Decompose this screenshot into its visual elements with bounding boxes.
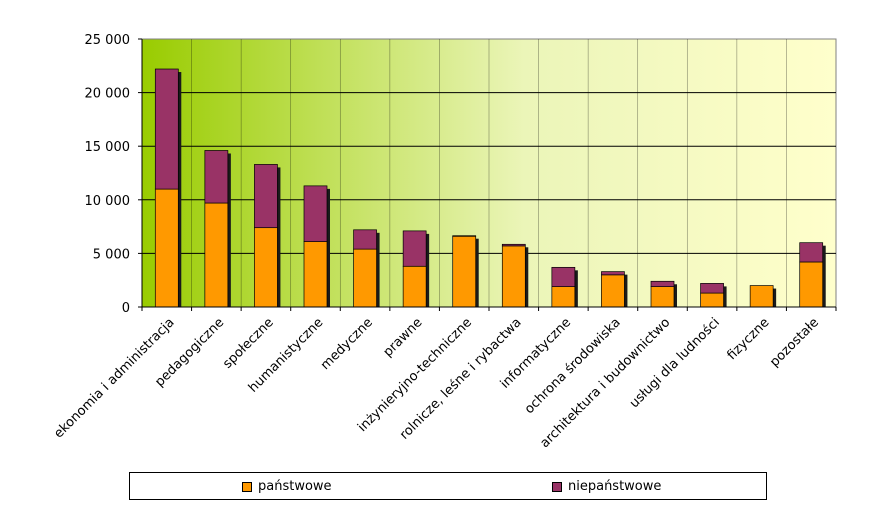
bar-segment-niepanstwowe (254, 164, 278, 229)
bar-segment-panstwowe (254, 227, 278, 308)
bar-segment-niepanstwowe (601, 271, 625, 276)
x-tick-label: prawne (381, 315, 426, 360)
y-tick-label: 15 000 (85, 140, 131, 155)
legend: państwowe niepaństwowe (129, 472, 767, 500)
y-tick-label: 20 000 (85, 87, 131, 102)
bar-segment-niepanstwowe (452, 235, 477, 237)
legend-label: niepaństwowe (568, 479, 662, 494)
bar-segment-panstwowe (154, 188, 179, 308)
axes (138, 38, 837, 311)
x-tick-label: usługi dla ludności (627, 315, 723, 411)
bar-segment-panstwowe (303, 241, 328, 308)
legend-label: państwowe (258, 479, 332, 494)
bars (154, 68, 826, 308)
bar-segment-panstwowe (402, 265, 427, 308)
bar-segment-panstwowe (650, 286, 675, 308)
x-tick-label: pozostałe (767, 315, 822, 370)
y-tick-label: 5 000 (93, 247, 130, 262)
y-tick-label: 10 000 (85, 194, 131, 209)
x-tick-label: fizyczne (724, 315, 772, 363)
bar-segment-niepanstwowe (353, 229, 377, 250)
bar-segment-panstwowe (501, 245, 526, 308)
bar-segment-panstwowe (749, 285, 774, 308)
bar-segment-panstwowe (799, 261, 824, 308)
bar-segment-niepanstwowe (650, 280, 675, 287)
bar-segment-niepanstwowe (303, 185, 328, 242)
bar-segment-niepanstwowe (154, 68, 179, 190)
bar-segment-niepanstwowe (402, 230, 427, 267)
bar-segment-panstwowe (551, 286, 576, 308)
legend-swatch (242, 481, 252, 492)
bar-segment-niepanstwowe (551, 266, 576, 287)
bar-segment-panstwowe (601, 274, 625, 308)
bar-segment-panstwowe (353, 248, 377, 308)
bar-segment-niepanstwowe (700, 283, 724, 294)
legend-item-panstwowe: państwowe (242, 479, 332, 494)
legend-item-niepanstwowe: niepaństwowe (552, 479, 661, 494)
y-tick-label: 0 (122, 301, 130, 316)
bar-segment-panstwowe (452, 235, 477, 308)
y-tick-label: 25 000 (85, 33, 131, 48)
legend-swatch (552, 481, 562, 492)
bar-segment-niepanstwowe (799, 242, 824, 263)
bar-segment-panstwowe (204, 202, 229, 308)
y-tick-labels: 0 5 000 10 000 15 000 20 000 25 000 (85, 33, 131, 316)
bar-segment-panstwowe (700, 292, 724, 308)
x-tick-label: ochrona środowiska (522, 315, 624, 417)
bar-segment-niepanstwowe (204, 150, 229, 204)
bar-segment-niepanstwowe (501, 243, 526, 247)
x-tick-label: medyczne (318, 315, 376, 373)
x-tick-labels: ekonomia i administracjapedagogicznespoł… (51, 315, 822, 451)
